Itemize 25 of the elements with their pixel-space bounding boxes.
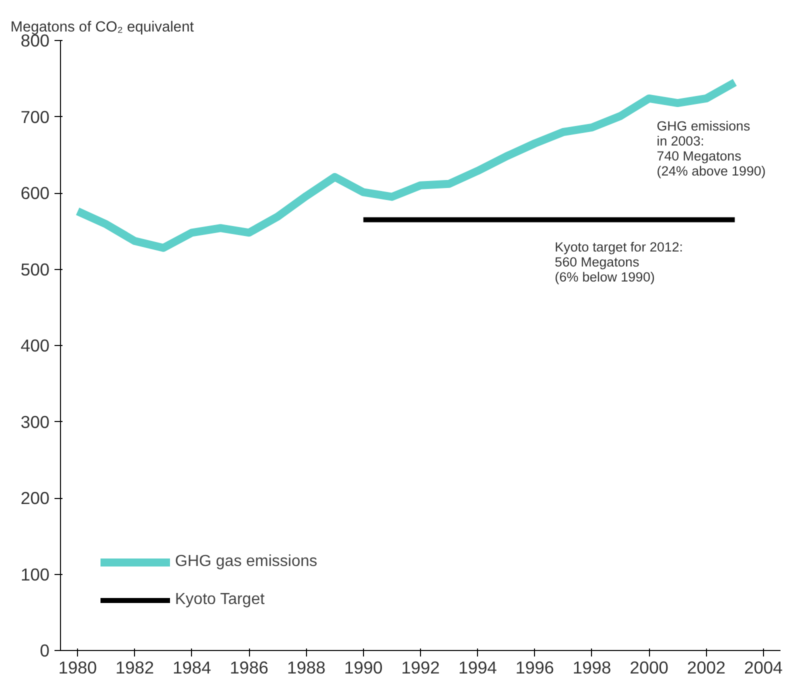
y-tick-label: 600 xyxy=(20,183,50,203)
x-tick-label: 1982 xyxy=(116,658,154,678)
y-tick-label: 0 xyxy=(40,640,50,660)
x-tick-label: 1986 xyxy=(230,658,268,678)
x-tick-label: 1992 xyxy=(401,658,440,678)
legend-label: Kyoto Target xyxy=(175,591,265,609)
legend-label: GHG gas emissions xyxy=(175,553,318,571)
y-tick-label: 500 xyxy=(20,259,50,280)
x-tick-label: 1988 xyxy=(286,658,326,678)
y-tick-label: 300 xyxy=(20,412,50,432)
x-tick-label: 2004 xyxy=(744,658,783,678)
x-tick-label: 2002 xyxy=(686,658,726,678)
annotation: GHG emissions in 2003: 740 Megatons (24% above 1990) xyxy=(656,118,766,178)
x-tick-label: 1984 xyxy=(172,658,212,678)
x-tick-label: 2000 xyxy=(630,658,668,678)
annotation: Kyoto target for 2012: 560 Megatons (6% below 1990) xyxy=(554,240,683,285)
x-tick-label: 1998 xyxy=(572,658,612,678)
y-tick-label: 400 xyxy=(20,336,50,356)
y-tick-label: 200 xyxy=(20,488,50,508)
x-tick-label: 1990 xyxy=(344,658,383,678)
y-tick-label: 100 xyxy=(20,564,50,584)
x-tick-label: 1980 xyxy=(58,658,97,678)
x-tick-label: 1994 xyxy=(458,658,498,678)
y-tick-label: 700 xyxy=(20,106,50,127)
x-tick-label: 1996 xyxy=(516,658,554,678)
